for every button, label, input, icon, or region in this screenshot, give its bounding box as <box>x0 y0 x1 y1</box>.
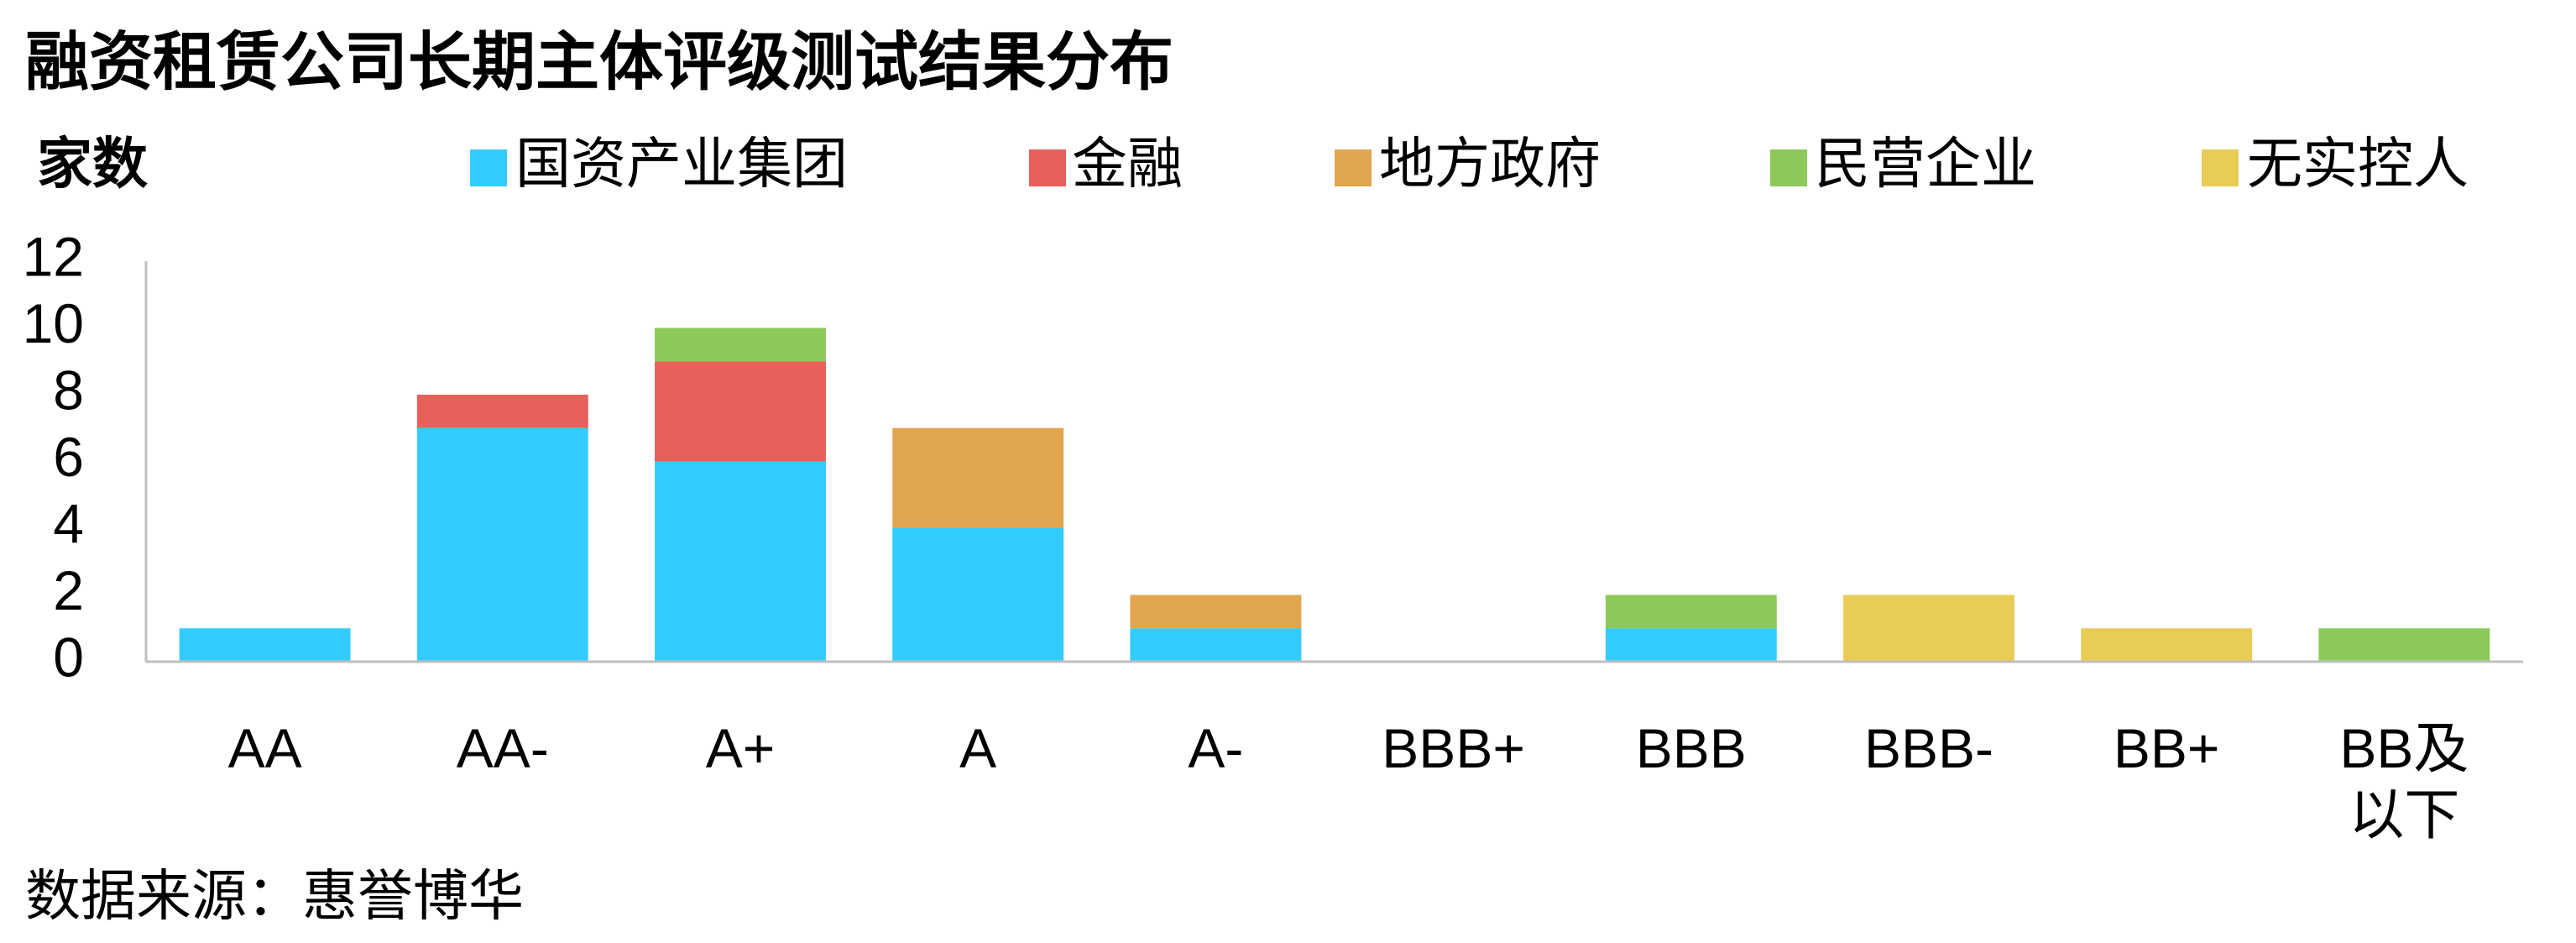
chart-title: 融资租赁公司长期主体评级测试结果分布 <box>25 27 1173 98</box>
bar-segment <box>1605 628 1777 662</box>
legend-swatch <box>1335 149 1372 186</box>
y-tick-label: 4 <box>53 492 84 554</box>
bar-segment <box>2318 628 2490 662</box>
y-tick-label: 2 <box>53 559 84 621</box>
x-tick-label: BBB <box>1635 717 1747 779</box>
x-tick-label: A+ <box>705 717 776 779</box>
bar-segment <box>892 528 1064 662</box>
y-tick-label: 12 <box>23 225 84 287</box>
x-tick-label: AA <box>227 717 302 779</box>
y-tick-label: 6 <box>53 426 84 488</box>
x-tick-label: A- <box>1188 717 1244 779</box>
x-tick-label: BBB+ <box>1382 717 1525 779</box>
y-tick-label: 0 <box>53 626 84 688</box>
x-tick-label: BB+ <box>2113 717 2220 779</box>
bar-segment <box>655 361 826 462</box>
legend-label: 地方政府 <box>1379 132 1601 194</box>
bar-segment <box>655 327 826 362</box>
x-tick-label: AA- <box>456 717 549 779</box>
legend-label: 民营企业 <box>1815 132 2036 194</box>
legend-swatch <box>2202 149 2239 186</box>
y-tick-label: 8 <box>53 359 84 421</box>
legend-label: 金融 <box>1072 132 1183 194</box>
bar-segment <box>1605 595 1777 629</box>
y-axis-label: 家数 <box>37 132 148 194</box>
bar-segment <box>1130 595 1302 629</box>
bar-segment <box>2081 628 2253 662</box>
bar-segment <box>416 427 588 662</box>
source: 数据来源：惠誉博华 <box>25 864 524 926</box>
x-tick-label: A <box>959 717 997 779</box>
legend-label: 国资产业集团 <box>515 132 848 194</box>
y-tick-label: 10 <box>23 292 84 354</box>
legend-swatch <box>1770 149 1807 186</box>
x-tick-label: BB及以下 <box>2339 717 2469 846</box>
bar-segment <box>1130 628 1302 662</box>
legend-swatch <box>470 149 507 186</box>
legend-label: 无实控人 <box>2247 132 2469 194</box>
bar-segment <box>179 628 351 662</box>
legend-swatch <box>1029 149 1066 186</box>
x-tick-label: BBB- <box>1863 717 1994 779</box>
bar-segment <box>892 427 1064 528</box>
bar-segment <box>1843 595 2014 662</box>
bar-segment <box>416 395 588 428</box>
bar-segment <box>655 461 826 662</box>
